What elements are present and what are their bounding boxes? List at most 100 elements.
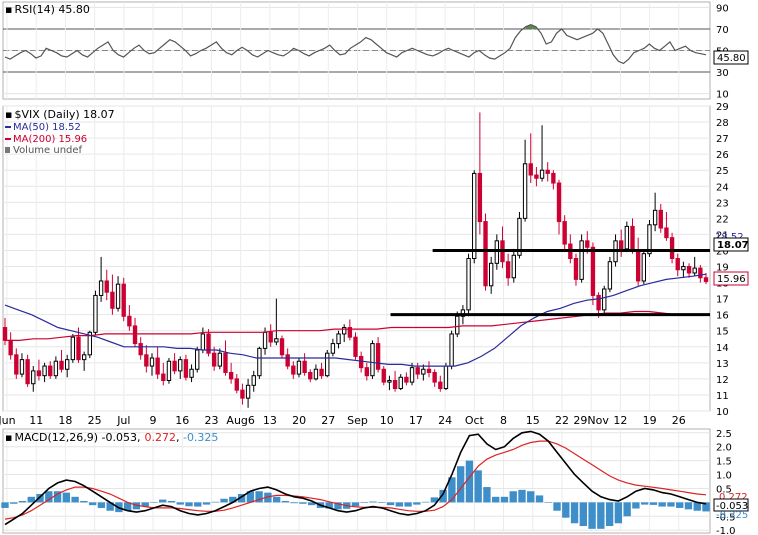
macd-histogram-bar bbox=[150, 502, 158, 503]
macd-histogram-bar bbox=[456, 466, 465, 503]
price-gridlines bbox=[3, 105, 710, 412]
macd-histogram-bar bbox=[211, 501, 219, 503]
candle bbox=[375, 337, 381, 373]
candle bbox=[223, 340, 228, 376]
price-tick-label: 23 bbox=[716, 198, 729, 209]
candle-body bbox=[138, 343, 143, 356]
candle bbox=[545, 162, 550, 182]
candle-body bbox=[602, 288, 607, 311]
candle bbox=[178, 356, 183, 379]
candle bbox=[149, 353, 155, 376]
macd-histogram-bar bbox=[27, 496, 35, 503]
macd-histogram-bar bbox=[202, 502, 211, 505]
x-tick-label: 20 bbox=[292, 414, 306, 427]
candle bbox=[274, 298, 279, 346]
candle-body bbox=[545, 169, 550, 174]
candle-body bbox=[206, 333, 211, 354]
candle-body bbox=[319, 368, 324, 377]
macd-histogram-bar bbox=[71, 496, 79, 503]
x-tick-label: 26 bbox=[672, 414, 686, 427]
macd-histogram-bar bbox=[141, 502, 149, 507]
candle bbox=[206, 329, 211, 357]
rsi-panel: 9070503010 45.80 ▪RSI(14) 45.80 bbox=[2, 1, 749, 101]
candle-body bbox=[703, 277, 709, 282]
candle-body bbox=[669, 237, 675, 259]
candle-body bbox=[268, 331, 273, 343]
macd-histogram-bar bbox=[194, 502, 202, 507]
candle bbox=[477, 112, 483, 235]
x-tick-label: 24 bbox=[438, 414, 452, 427]
candle-body bbox=[517, 217, 522, 256]
macd-histogram-bar bbox=[465, 460, 474, 503]
candle-body bbox=[274, 338, 279, 343]
macd-value-box bbox=[713, 498, 749, 512]
candle-body bbox=[619, 240, 624, 250]
candle-body bbox=[104, 280, 109, 293]
candle-body bbox=[279, 338, 285, 356]
macd-histogram-bar bbox=[106, 502, 114, 511]
candle-body bbox=[347, 327, 353, 338]
rsi-tick-label: 70 bbox=[716, 25, 729, 36]
price-tick-label: 26 bbox=[716, 150, 729, 161]
candle bbox=[25, 354, 30, 387]
candle bbox=[319, 362, 324, 379]
rsi-tick-label: 10 bbox=[716, 90, 729, 101]
candle bbox=[127, 305, 132, 331]
candle-body bbox=[692, 267, 697, 274]
macd-histogram-bar bbox=[386, 502, 395, 506]
x-tick-label: 15 bbox=[526, 414, 540, 427]
x-tick-label: 12 bbox=[613, 414, 627, 427]
macd-histogram-bar bbox=[325, 502, 333, 509]
candle-body bbox=[245, 384, 251, 399]
x-tick-label: 18 bbox=[58, 414, 72, 427]
candle bbox=[81, 351, 87, 371]
candle bbox=[257, 346, 262, 379]
macd-histogram-bar bbox=[588, 502, 596, 529]
candle-body bbox=[686, 266, 692, 274]
candle-body bbox=[42, 365, 47, 377]
candle bbox=[443, 362, 449, 391]
candle bbox=[48, 361, 53, 379]
candle-body bbox=[534, 174, 539, 179]
candle-body bbox=[211, 352, 217, 367]
candle-body bbox=[2, 327, 8, 341]
macd-histogram-bar bbox=[395, 502, 403, 507]
candle-body bbox=[658, 209, 663, 229]
macd-histogram-bar bbox=[264, 492, 272, 503]
x-tick-label: Jul bbox=[116, 414, 130, 427]
candle bbox=[285, 348, 290, 370]
candle bbox=[556, 179, 562, 235]
last-price-label: 18.07 bbox=[717, 240, 749, 251]
candle-body bbox=[579, 240, 584, 280]
candle-body bbox=[189, 368, 194, 378]
rsi-line bbox=[4, 23, 707, 65]
macd-histogram-bar bbox=[290, 502, 298, 504]
candle-body bbox=[166, 360, 172, 382]
candle bbox=[104, 269, 109, 301]
price-panel: 29 28 27 26 25 24 23 22 21 20 19 18 17 16 15 14 13 12 11 10… bbox=[0, 102, 749, 427]
candle bbox=[590, 242, 596, 306]
candle bbox=[245, 378, 251, 408]
candle-body bbox=[31, 370, 36, 385]
price-tick-label: 28 bbox=[716, 118, 729, 129]
x-tick-label: 27 bbox=[321, 414, 335, 427]
candle-body bbox=[522, 163, 528, 219]
x-tick-label: 22 bbox=[555, 414, 569, 427]
macd-tick-label: 1.0 bbox=[716, 471, 732, 482]
candle-body bbox=[144, 354, 149, 367]
candle-body bbox=[172, 360, 177, 372]
macd-histogram-bar bbox=[439, 489, 447, 503]
candle bbox=[42, 362, 47, 383]
x-tick-label: 16 bbox=[175, 414, 189, 427]
candle bbox=[466, 253, 471, 317]
macd-histogram-bar bbox=[640, 502, 649, 505]
candle bbox=[98, 256, 104, 302]
candle bbox=[573, 253, 579, 286]
candle-body bbox=[217, 352, 223, 367]
candle-body bbox=[624, 225, 630, 250]
price-tick-label: 10 bbox=[716, 407, 729, 418]
x-tick-label: 9 bbox=[150, 414, 157, 427]
macd-tick-label: 2.0 bbox=[716, 443, 732, 454]
candle-body bbox=[53, 360, 59, 377]
price-panel-frame bbox=[2, 105, 711, 412]
